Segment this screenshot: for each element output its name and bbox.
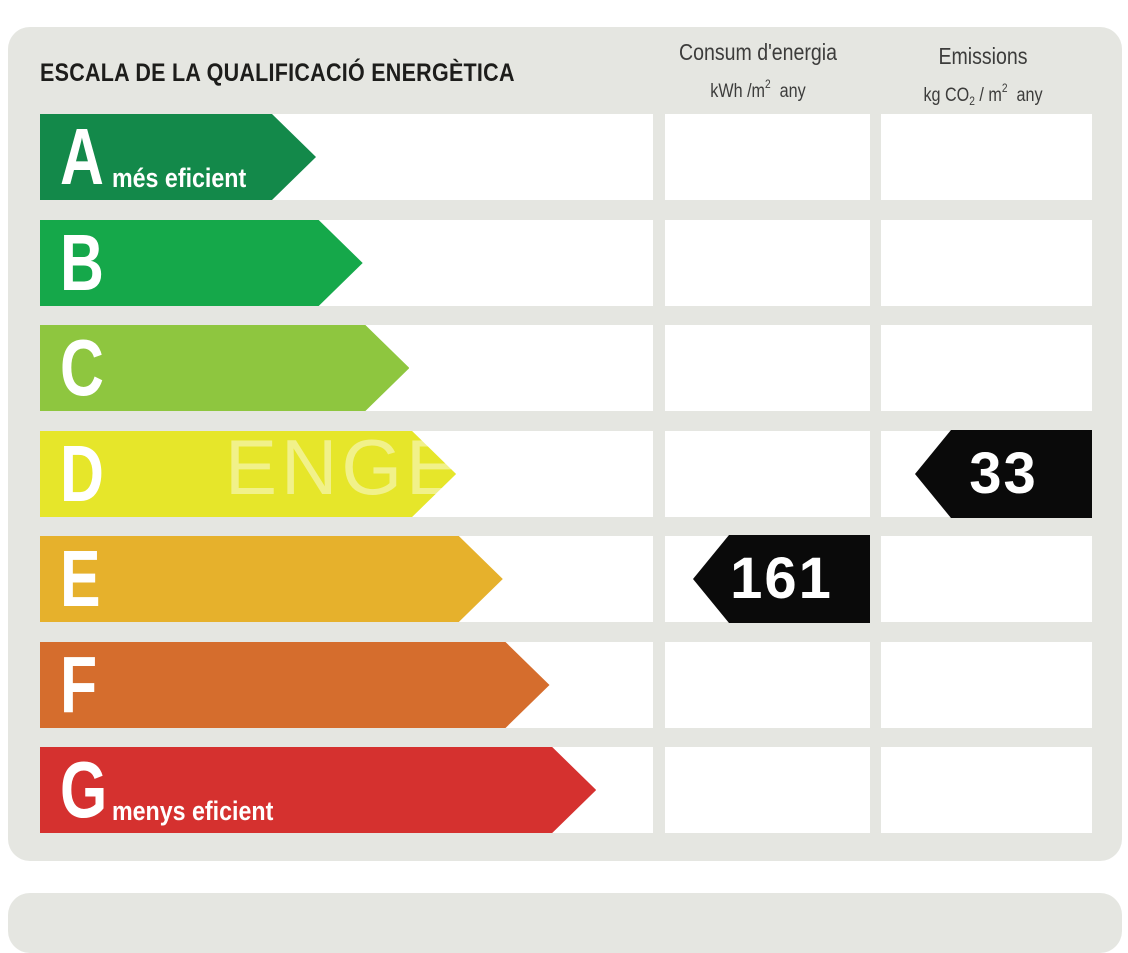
- rating-letter: C: [60, 323, 104, 412]
- rating-letter: D: [60, 429, 104, 518]
- rating-letter: E: [60, 534, 101, 623]
- rating-bar-d: D: [40, 431, 456, 517]
- emissions-column-unit: kg CO2 / m2 any: [923, 81, 1043, 108]
- energy-cell: [665, 114, 870, 200]
- energy-column-header: Consum d'energia kWh /m2 any: [673, 38, 843, 110]
- emissions-column-header: Emissions kg CO2 / m2 any: [898, 42, 1068, 119]
- emissions-cell: [881, 220, 1092, 306]
- rating-letter: F: [60, 640, 98, 729]
- rating-letter: B: [60, 218, 104, 307]
- energy-column-label: Consum d'energia: [678, 39, 838, 65]
- rating-description: menys eficient: [112, 796, 274, 826]
- secondary-card: [8, 893, 1122, 953]
- rating-bar-b: B: [40, 220, 363, 306]
- emissions-cell: [881, 114, 1092, 200]
- rating-bar-c: C: [40, 325, 409, 411]
- energy-cell: [665, 747, 870, 833]
- emissions-cell: [881, 642, 1092, 728]
- energy-consumption-marker: 161: [693, 535, 870, 623]
- emissions-column-label: Emissions: [938, 43, 1028, 69]
- scale-title: ESCALA DE LA QUALIFICACIÓ ENERGÈTICA: [40, 59, 515, 87]
- emissions-cell: [881, 536, 1092, 622]
- energy-cell: [665, 431, 870, 517]
- rating-bar-e: E: [40, 536, 503, 622]
- energy-cell: [665, 325, 870, 411]
- energy-cell: [665, 642, 870, 728]
- energy-cell: [665, 220, 870, 306]
- emissions-cell: [881, 325, 1092, 411]
- energy-column-unit: kWh /m2 any: [710, 77, 806, 102]
- emissions-cell: [881, 747, 1092, 833]
- rating-description: més eficient: [112, 163, 247, 193]
- rating-bar-f: F: [40, 642, 550, 728]
- rating-letter: G: [60, 745, 108, 834]
- emissions-marker: 33: [915, 430, 1092, 518]
- rating-letter: A: [60, 112, 104, 201]
